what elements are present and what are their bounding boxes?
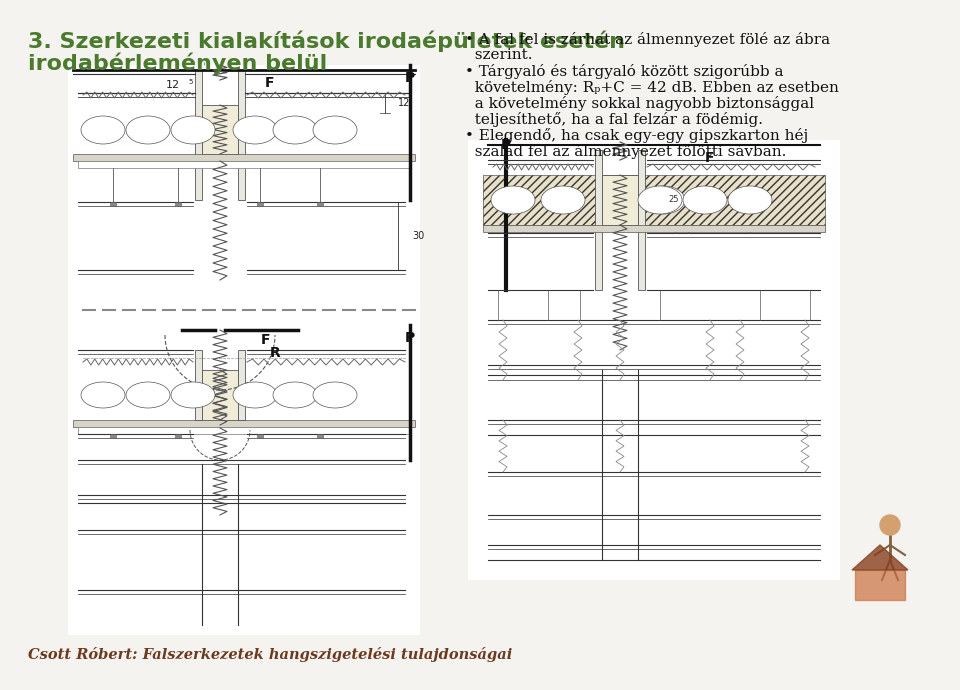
Text: szalad fel az álmennyezet fölötti sávban.: szalad fel az álmennyezet fölötti sávban… — [465, 144, 786, 159]
Text: 5: 5 — [188, 79, 192, 85]
Polygon shape — [855, 570, 905, 600]
Ellipse shape — [273, 382, 317, 408]
Bar — [483, 175, 825, 225]
Bar — [238, 70, 245, 200]
Polygon shape — [852, 545, 908, 570]
Text: Csott Róbert: Falszerkezetek hangszigetelési tulajdonságai: Csott Róbert: Falszerkezetek hangszigete… — [28, 647, 513, 662]
Bar — [195, 70, 202, 200]
Text: 3. Szerkezeti kialakítások irodaépületek esetén: 3. Szerkezeti kialakítások irodaépületek… — [28, 30, 625, 52]
Circle shape — [880, 515, 900, 535]
Bar — [317, 434, 323, 438]
Ellipse shape — [683, 186, 727, 214]
Ellipse shape — [171, 116, 215, 144]
Ellipse shape — [233, 116, 277, 144]
Bar — [73, 154, 415, 161]
Ellipse shape — [126, 382, 170, 408]
Ellipse shape — [641, 186, 685, 214]
Bar — [638, 150, 645, 290]
Bar — [202, 105, 238, 154]
Text: • Elegendő, ha csak egy-egy gipszkarton héj: • Elegendő, ha csak egy-egy gipszkarton … — [465, 128, 808, 143]
Text: R: R — [270, 346, 280, 360]
Bar — [238, 350, 245, 420]
Bar — [73, 105, 415, 154]
Text: P: P — [405, 331, 415, 345]
Bar — [202, 370, 238, 420]
Text: 12: 12 — [398, 98, 410, 108]
Ellipse shape — [313, 116, 357, 144]
Bar — [78, 427, 410, 434]
Text: szerint.: szerint. — [465, 48, 533, 62]
Bar — [602, 175, 638, 225]
Bar — [68, 65, 420, 635]
Ellipse shape — [171, 382, 215, 408]
Text: F: F — [260, 333, 270, 347]
Text: F: F — [265, 76, 275, 90]
Ellipse shape — [126, 116, 170, 144]
Ellipse shape — [728, 186, 772, 214]
Text: • Tárgyaló és tárgyaló között szigorúbb a: • Tárgyaló és tárgyaló között szigorúbb … — [465, 64, 783, 79]
Ellipse shape — [273, 116, 317, 144]
Bar — [73, 420, 415, 427]
Ellipse shape — [491, 186, 535, 214]
Bar — [78, 161, 410, 168]
Ellipse shape — [81, 382, 125, 408]
Bar — [73, 370, 415, 420]
Text: P: P — [405, 71, 415, 85]
Bar — [175, 202, 181, 206]
Text: 12: 12 — [166, 80, 180, 90]
Bar — [483, 225, 825, 232]
Text: követelmény: Rₚ+C = 42 dB. Ebben az esetben: követelmény: Rₚ+C = 42 dB. Ebben az eset… — [465, 80, 839, 95]
Text: teljesíthető, ha a fal felzár a födémig.: teljesíthető, ha a fal felzár a födémig. — [465, 112, 763, 127]
Ellipse shape — [313, 382, 357, 408]
Bar — [175, 434, 181, 438]
Text: 30: 30 — [412, 231, 424, 241]
Text: a követelmény sokkal nagyobb biztonsággal: a követelmény sokkal nagyobb biztonságga… — [465, 96, 814, 111]
Text: P: P — [501, 138, 511, 152]
Text: • A fal fel is zárhat az álmennyezet fölé az ábra: • A fal fel is zárhat az álmennyezet föl… — [465, 32, 830, 47]
Bar — [595, 150, 602, 290]
Ellipse shape — [541, 186, 585, 214]
Ellipse shape — [638, 186, 682, 214]
Ellipse shape — [81, 116, 125, 144]
Ellipse shape — [233, 382, 277, 408]
Text: 25: 25 — [668, 195, 679, 204]
Bar — [257, 202, 263, 206]
Bar — [110, 434, 116, 438]
Bar — [468, 140, 840, 580]
Bar — [257, 434, 263, 438]
Text: irodabérleményen belül: irodabérleményen belül — [28, 52, 327, 74]
Text: F: F — [706, 151, 715, 165]
Bar — [195, 350, 202, 420]
Bar — [317, 202, 323, 206]
Bar — [110, 202, 116, 206]
